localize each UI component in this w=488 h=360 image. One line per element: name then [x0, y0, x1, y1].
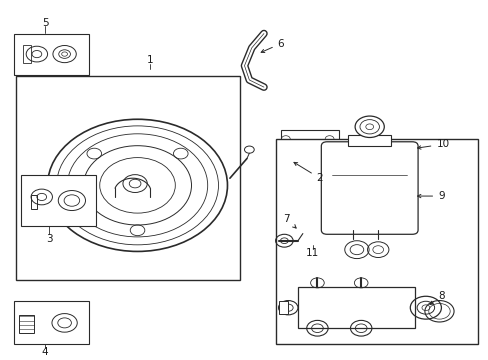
Bar: [348, 135, 390, 146]
Bar: [30, 195, 37, 210]
Text: 10: 10: [417, 139, 448, 149]
Text: 2: 2: [293, 162, 323, 183]
Bar: [281, 130, 339, 171]
Text: 9: 9: [417, 191, 444, 201]
Bar: [14, 33, 89, 75]
Text: 11: 11: [305, 248, 319, 258]
Bar: [23, 45, 30, 63]
Bar: [297, 287, 414, 328]
FancyBboxPatch shape: [283, 132, 336, 169]
Text: 5: 5: [42, 18, 48, 28]
Text: 1: 1: [146, 55, 153, 65]
Circle shape: [354, 116, 384, 138]
Bar: [14, 301, 89, 344]
Text: 3: 3: [46, 234, 52, 244]
Text: 7: 7: [283, 214, 296, 228]
Bar: [21, 175, 96, 226]
Text: 8: 8: [429, 291, 444, 305]
Text: 6: 6: [261, 39, 284, 53]
FancyBboxPatch shape: [321, 142, 417, 234]
Bar: [16, 76, 239, 280]
Bar: [276, 139, 477, 344]
Bar: [20, 315, 34, 333]
Bar: [278, 301, 287, 314]
Text: 4: 4: [42, 347, 48, 357]
